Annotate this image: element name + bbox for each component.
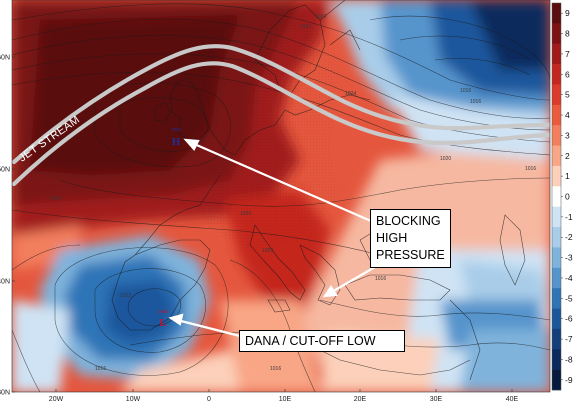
callout-line: BLOCKING <box>376 214 441 228</box>
low-pressure-marker: 1008 L <box>158 309 169 329</box>
isobar-label: 1016 <box>375 276 386 282</box>
longitude-label: 0 <box>207 396 211 403</box>
colorbar-label: -2 <box>565 232 573 242</box>
isobars <box>12 3 550 392</box>
colorbar-segment <box>552 288 561 309</box>
latitude-label: 30N <box>0 390 10 397</box>
colorbar-segment <box>552 43 561 65</box>
colorbar-label: -7 <box>565 334 573 344</box>
longitude-axis: 20W 10W 0 10E 20E 30E 40E <box>49 389 519 403</box>
isobar-label: 1020 <box>240 211 251 217</box>
colorbar-segment <box>552 308 561 330</box>
colorbar-segment <box>552 186 561 207</box>
jet-stream <box>12 44 550 187</box>
colorbar-label: -5 <box>565 293 573 303</box>
colorbar-segment <box>552 145 561 167</box>
high-pressure-value: 1032 <box>171 127 182 132</box>
isobar-label: 1012 <box>120 293 131 299</box>
isobar-label: 1024 <box>345 91 356 97</box>
colorbar-segment <box>552 267 561 289</box>
colorbar-label: 3 <box>565 130 570 140</box>
colorbar-segment <box>552 3 561 24</box>
high-pressure-marker: 1032 H <box>171 127 182 148</box>
blocking-arrowhead-2 <box>322 284 338 298</box>
colorbar-label: 8 <box>565 29 570 39</box>
colorbar-label: -6 <box>565 314 573 324</box>
callout-line: PRESSURE <box>376 248 445 262</box>
isobar-label: 1020 <box>315 14 326 20</box>
colorbar-segment <box>552 104 561 126</box>
low-pressure-value: 1008 <box>158 309 169 314</box>
low-pressure-symbol: L <box>159 317 166 329</box>
longitude-label: 20E <box>354 396 367 403</box>
isobar-label: 1016 <box>270 366 281 372</box>
colorbar-label: -1 <box>565 212 573 222</box>
colorbar-segment <box>552 84 561 106</box>
latitude-label: 40N <box>0 279 10 286</box>
longitude-label: 30E <box>430 396 443 403</box>
isobar-label: 1024 <box>50 196 61 202</box>
isobar-label: 1020 <box>262 248 273 254</box>
colorbar-segment <box>552 23 561 45</box>
plot-frame <box>11 0 551 393</box>
colorbar-segment <box>552 125 561 146</box>
colorbar-label: 5 <box>565 90 570 100</box>
colorbar-segment <box>552 247 561 269</box>
colorbar-segment <box>552 328 561 350</box>
dana-cutoff-low-callout: DANA / CUT-OFF LOW <box>239 330 405 352</box>
blocking-arrow-line <box>191 141 372 223</box>
colorbar-label: 0 <box>565 192 570 202</box>
coastlines <box>111 0 526 381</box>
annotation-arrows <box>168 138 376 338</box>
colorbar-label: 7 <box>565 49 570 59</box>
colorbar-segment <box>552 64 561 85</box>
isobar-label: 1016 <box>460 88 471 94</box>
longitude-label: 40E <box>506 396 519 403</box>
longitude-label: 10E <box>279 396 292 403</box>
dana-arrowhead <box>168 313 184 326</box>
isobar-labels: 1020 1020 1016 1016 1024 1020 1020 1016 1012 1016… <box>50 14 536 372</box>
isobar-label: 1016 <box>525 166 536 172</box>
longitude-label: 10W <box>126 396 141 403</box>
latitude-label: 50N <box>0 167 10 174</box>
isobar-label: 1016 <box>95 366 106 372</box>
latitude-label: 60N <box>0 55 10 62</box>
isobar-label: 1020 <box>440 156 451 162</box>
colorbar-segment <box>552 206 561 228</box>
dana-arrow-line <box>176 318 241 338</box>
colorbar-label: 2 <box>565 151 570 161</box>
blocking-arrow-line-2 <box>329 266 376 294</box>
blocking-high-pressure-callout: BLOCKING HIGH PRESSURE <box>370 209 451 268</box>
colorbar-label: 9 <box>565 8 570 18</box>
colorbar: 9 8 7 6 5 4 3 2 1 0 -1 -2 -3 -4 -5 -6 -7 -8 -9 <box>551 2 573 391</box>
colorbar-label: -3 <box>565 253 573 263</box>
blocking-arrowhead <box>183 138 200 151</box>
colorbar-segment <box>552 369 561 391</box>
colorbar-label: 4 <box>565 110 570 120</box>
colorbar-label: 6 <box>565 69 570 79</box>
colorbar-label: 1 <box>565 171 570 181</box>
latitude-axis: 60N 50N 40N 30N <box>0 55 15 397</box>
isobar-label: 1016 <box>470 99 481 105</box>
colorbar-segment <box>552 227 561 248</box>
colorbar-label: -9 <box>565 375 573 385</box>
colorbar-label: -8 <box>565 354 573 364</box>
callout-line: HIGH <box>376 231 408 245</box>
colorbar-label: -4 <box>565 273 573 283</box>
colorbar-segment <box>552 349 561 370</box>
isobar-label: 1020 <box>300 24 311 30</box>
high-pressure-symbol: H <box>172 136 181 148</box>
longitude-label: 20W <box>49 396 64 403</box>
colorbar-segment <box>552 165 561 187</box>
anomaly-field <box>12 0 550 392</box>
